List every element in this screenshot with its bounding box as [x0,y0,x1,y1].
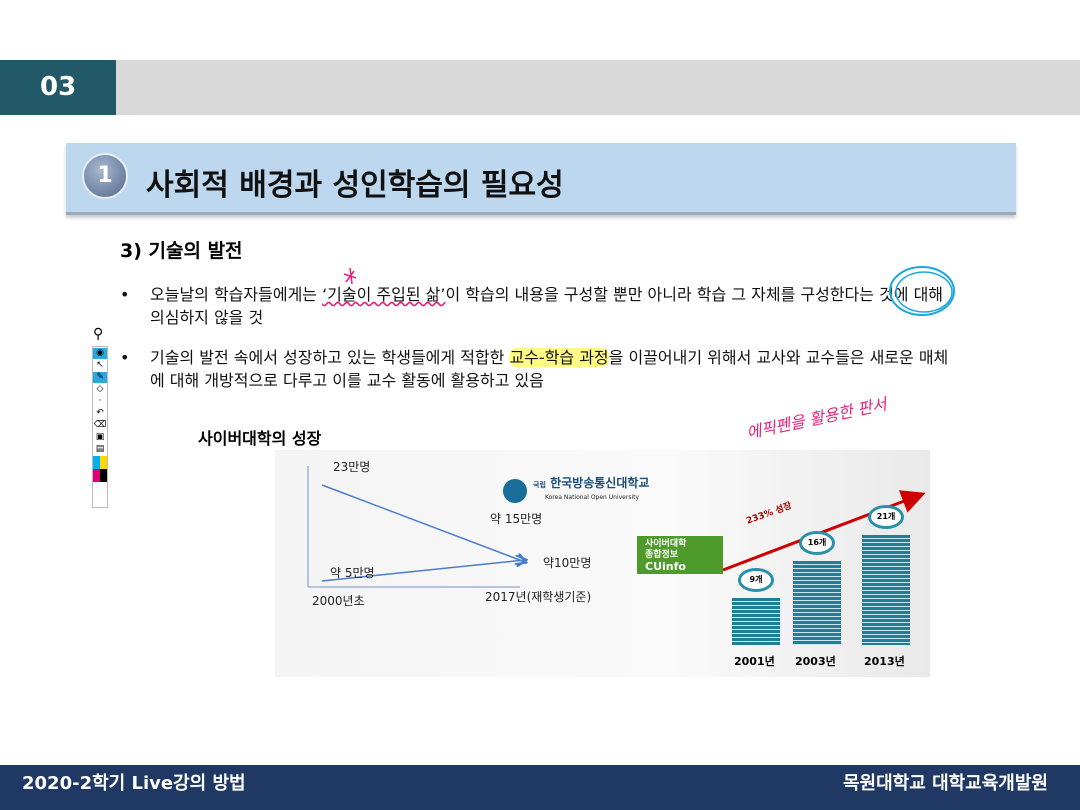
footer: 2020-2학기 Live강의 방법 목원대학교 대학교육개발원 [0,765,1080,810]
figure-label: 사이버대학의 성장 [198,429,322,448]
bullet-item: • 기술의 발전 속에서 성장하고 있는 학생들에게 적합한 교수-학습 과정을… [120,346,950,392]
subheading: 3) 기술의 발전 [120,240,243,262]
star-annotation-icon [343,267,357,285]
bar-2003년 [793,561,841,645]
label-15: 약 15만명 [490,512,543,526]
cyber-university-figure: 23만명 국립 한국방송통신대학교 Korea National Open Un… [275,450,930,677]
year-label: 2001년 [734,655,775,668]
camera-icon[interactable]: ▣ [95,432,105,442]
bullet-text: 오늘날의 학습자들에게는 [150,285,323,304]
eraser-icon[interactable]: ◇ [96,384,104,394]
undo-icon[interactable]: ↶ [96,408,104,418]
bar-2001년 [732,597,780,645]
cuinfo-box: 사이버대학 종합정보 CUinfo [637,536,723,574]
university-logo-icon [503,479,527,503]
top-bar [0,60,1080,115]
count-bubble: 9개 [738,567,774,592]
highlighted-text: 교수-학습 과정 [509,348,609,367]
footer-left: 2020-2학기 Live강의 방법 [22,773,246,794]
pen-icon[interactable]: ✎ [93,372,107,383]
label-5: 약 5만명 [330,566,375,580]
label-10: 약10만명 [543,556,592,570]
underlined-text: ‘기술이 주입된 삶’ [322,285,446,304]
bullet-item: • 오늘날의 학습자들에게는 ‘기술이 주입된 삶’이 학습의 내용을 구성할 … [120,283,950,329]
footer-right: 목원대학교 대학교육개발원 [843,773,1048,794]
logo-subtitle: Korea National Open University [545,494,640,501]
cursor-icon[interactable]: ↖ [96,360,104,370]
color-palette-icon[interactable] [93,456,107,482]
year-label: 2003년 [795,655,836,668]
label-end: 2017년(재학생기준) [485,590,592,604]
logo-name: 국립 한국방송통신대학교 [533,476,650,490]
bullet-text: 이 학습의 내용을 구성할 뿐만 아니라 학습 그 자체를 구성한다는 것에 대… [150,285,944,327]
pen-logo-icon[interactable]: ⚲ [93,326,104,342]
dot-icon[interactable]: · [98,396,102,406]
year-label: 2013년 [864,655,905,668]
bar-2013년 [862,535,910,645]
slide-title: 사회적 배경과 성인학습의 필요성 [146,168,564,203]
eye-icon[interactable]: ◉ [93,348,107,359]
count-bubble: 16개 [799,531,835,556]
epic-pen-toolbar: ◉ ↖ ✎ ◇ · ↶ ⌫ ▣ ▤ [92,346,108,508]
bullet-dot: • [120,348,130,367]
bullet-text: 기술의 발전 속에서 성장하고 있는 학생들에게 적합한 [150,348,510,367]
section-number: 03 [0,60,116,115]
trash-icon[interactable]: ⌫ [93,420,107,430]
count-bubble: 21개 [868,505,904,529]
title-badge: 1 [82,153,128,199]
label-start: 2000년초 [312,594,365,608]
title-bar [66,143,1016,215]
bullet-dot: • [120,285,130,304]
label-23: 23만명 [333,460,371,474]
bullet-text: 을 이끌어내기 위해서 교사와 교수들은 새로운 매체에 대해 개방적으로 다루… [150,348,949,390]
circle-annotation-icon [889,266,955,316]
clipboard-icon[interactable]: ▤ [95,444,105,454]
handwritten-annotation: 에픽펜을 활용한 판서 [744,394,889,443]
